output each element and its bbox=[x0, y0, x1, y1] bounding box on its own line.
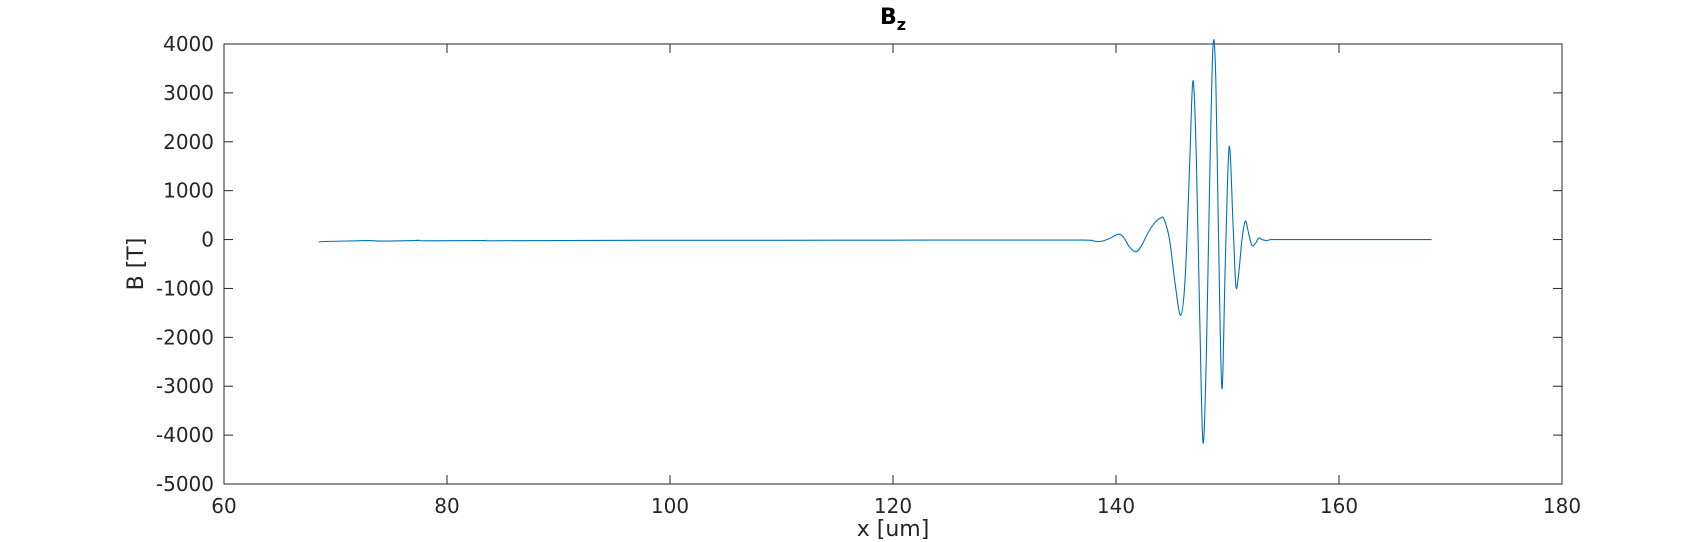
series-layer bbox=[318, 39, 1432, 444]
y-tick-label: -3000 bbox=[156, 374, 214, 398]
y-tick-label: -5000 bbox=[156, 472, 214, 496]
x-tick-label: 60 bbox=[211, 494, 236, 518]
y-tick-label: 4000 bbox=[163, 32, 214, 56]
chart-title-main: B bbox=[880, 5, 897, 30]
x-ticks: 60 80 100 120 140 160 180 bbox=[211, 44, 1581, 518]
series-line-0 bbox=[318, 39, 1432, 444]
plot-area bbox=[224, 44, 1562, 484]
y-tick-label: 3000 bbox=[163, 81, 214, 105]
chart-title: Bz bbox=[880, 5, 906, 34]
x-tick-label: 160 bbox=[1320, 494, 1358, 518]
x-tick-label: 80 bbox=[434, 494, 459, 518]
chart-title-subscript: z bbox=[897, 15, 906, 34]
y-tick-label: -4000 bbox=[156, 423, 214, 447]
x-tick-label: 120 bbox=[874, 494, 912, 518]
x-axis-label: x [um] bbox=[857, 517, 930, 542]
y-tick-label: 1000 bbox=[163, 179, 214, 203]
x-tick-label: 100 bbox=[651, 494, 689, 518]
x-tick-label: 180 bbox=[1543, 494, 1581, 518]
y-tick-label: -1000 bbox=[156, 276, 214, 300]
y-axis-label: B [T] bbox=[124, 238, 149, 291]
y-tick-label: 0 bbox=[201, 228, 214, 252]
y-ticks: -5000 -4000 -3000 -2000 -1000 0 1000 2000 3000 40… bbox=[156, 32, 1562, 496]
y-tick-label: -2000 bbox=[156, 325, 214, 349]
x-tick-label: 140 bbox=[1097, 494, 1135, 518]
y-tick-label: 2000 bbox=[163, 130, 214, 154]
